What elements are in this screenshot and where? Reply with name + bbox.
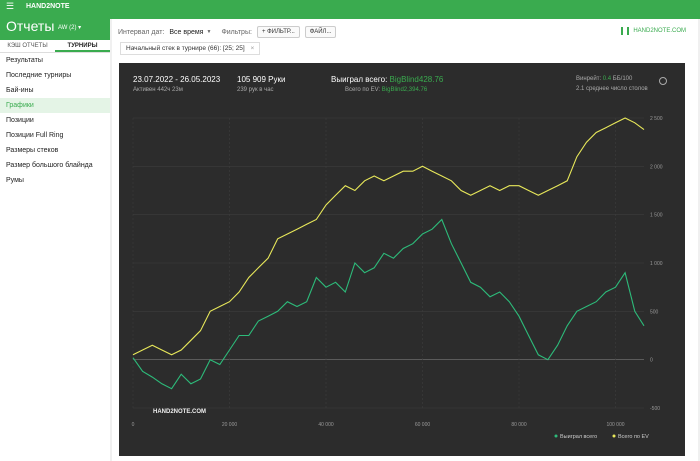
ev-total-label: Всего по EV: [345,87,381,93]
add-filter-button[interactable]: + ФИЛЬТР... [256,26,300,38]
winrate-unit: ББ/100 [612,76,633,82]
won-total-value: BigBlind428.76 [389,75,444,84]
legend-marker [612,434,616,438]
results-chart: -500 0 500 1 000 1 500 2 000 2 500 0 20 000 40 00… [132,116,663,440]
winrate: Винрейт: 0.4 ББ/100 [576,76,632,82]
filter-bar: Интервал дат: Все время ▼ Фильтры: + ФИЛ… [118,26,337,38]
y-tick-label: 500 [650,309,659,315]
hamburger-icon[interactable]: ☰ [6,1,15,11]
sidebar-tabs: КЭШ ОТЧЕТЫ ТУРНИРЫ [0,40,110,53]
sidebar-item[interactable]: Бай-ины [6,87,34,94]
y-tick-label: 2 500 [650,116,663,122]
brand-logo: HAND2NOTE.COM [621,27,686,35]
brand-logo-text: HAND2NOTE.COM [633,28,686,34]
account-selector[interactable]: AW (2) ▾ [58,25,82,31]
y-tick-label: -500 [650,406,660,412]
reports-header: Отчеты AW (2) ▾ [0,13,110,40]
chart-panel: 23.07.2022 - 26.05.2023 Активен 442ч 23м… [119,63,685,456]
ev-total-value: BigBlind2,394.76 [381,87,428,93]
sidebar-item[interactable]: Размер большого блайнда [6,162,93,169]
active-filter-chip[interactable]: Начальный стек в турнире (66): [25; 25] … [120,42,261,55]
hands-count: 105 909 Руки [237,75,286,84]
y-tick-label: 2 000 [650,164,663,170]
y-tick-label: 1 000 [650,261,663,267]
y-tick-label: 0 [650,358,653,364]
x-tick-label: 100 000 [606,422,624,428]
page-title: Отчеты [6,18,55,34]
tab-tournaments[interactable]: ТУРНИРЫ [55,40,110,52]
series-line-1 [132,117,645,356]
chevron-down-icon[interactable]: ▼ [206,29,212,35]
sidebar-item[interactable]: Размеры стеков [6,147,59,154]
x-tick-label: 0 [132,422,135,428]
date-range-text: 23.07.2022 - 26.05.2023 [133,75,221,84]
settings-icon[interactable] [659,77,667,85]
winrate-value: 0.4 [602,76,612,82]
tab-cash-reports[interactable]: КЭШ ОТЧЕТЫ [7,43,48,49]
sidebar-item[interactable]: Последние турниры [6,72,72,79]
top-green-strip [110,13,700,19]
filters-label: Фильтры: [221,28,252,36]
date-range-label: Интервал дат: [118,28,165,36]
sidebar-item[interactable]: Позиции Full Ring [6,132,64,139]
active-time-text: Активен 442ч 23м [133,87,183,93]
chart-watermark: HAND2NOTE.COM [153,409,206,415]
sidebar-item[interactable]: Результаты [6,57,43,64]
h2n-logo-icon [621,27,630,35]
close-icon[interactable]: × [250,45,255,52]
x-tick-label: 80 000 [511,422,527,428]
active-filter-label: Начальный стек в турнире (66): [25; 25] [126,45,245,52]
x-tick-label: 60 000 [415,422,431,428]
sidebar-item[interactable]: Румы [6,177,24,184]
ev-total: Всего по EV: BigBlind2,394.76 [345,87,427,93]
sidebar: КЭШ ОТЧЕТЫ ТУРНИРЫ Результаты Последние т… [0,40,110,461]
avg-tables: 2.1 среднее число столов [576,86,648,92]
legend-label: Выиграл всего [560,434,597,440]
won-total-label: Выиграл всего: [331,75,388,84]
file-button[interactable]: ФАЙЛ... [304,26,337,38]
x-tick-label: 40 000 [318,422,334,428]
hands-per-hour: 239 рук в час [237,87,274,93]
winrate-label: Винрейт: [576,76,602,82]
legend-label: Всего по EV [618,434,649,440]
won-total: Выиграл всего: BigBlind428.76 [331,75,443,84]
sidebar-item[interactable]: Графики [0,98,110,113]
y-tick-label: 1 500 [650,213,663,219]
legend-marker [554,434,558,438]
title-bar: ☰ HAND2NOTE [0,0,700,13]
date-range-select[interactable]: Все время [169,28,204,36]
sidebar-item[interactable]: Позиции [6,117,34,124]
sidebar-list: Результаты Последние турниры Бай-ины График… [0,53,110,188]
app-name: HAND2NOTE [26,3,70,10]
series-line-0 [132,218,645,390]
x-tick-label: 20 000 [222,422,238,428]
